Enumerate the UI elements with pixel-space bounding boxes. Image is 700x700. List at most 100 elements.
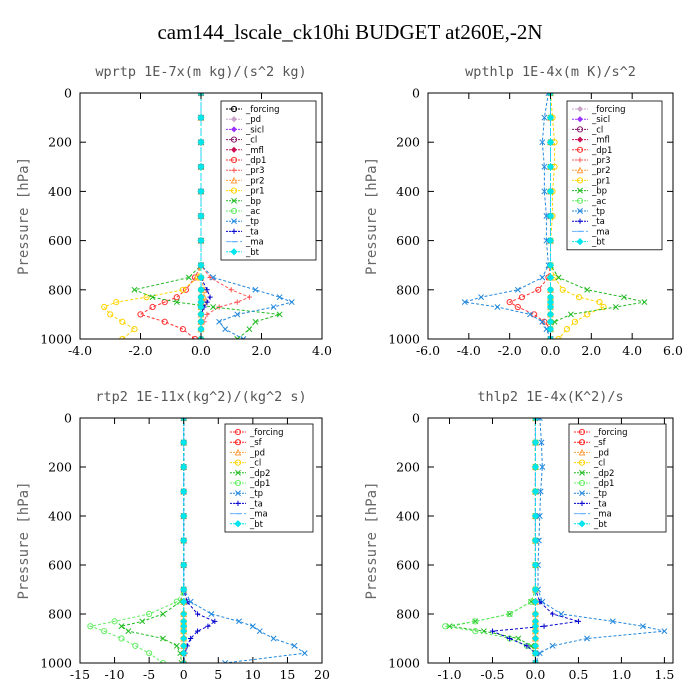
data-point [208, 611, 215, 617]
data-point [288, 299, 295, 306]
data-point [531, 634, 540, 643]
data-point [639, 623, 646, 630]
data-point [222, 326, 229, 333]
x-tick-label: 5 [214, 667, 222, 682]
data-point [188, 635, 194, 642]
data-point [641, 299, 648, 306]
legend-marker [230, 126, 238, 133]
data-point [197, 163, 205, 171]
data-point [146, 610, 153, 618]
legend-item: _sicl [226, 125, 264, 135]
legend-label: _forcing [245, 105, 280, 115]
data-point [546, 163, 555, 171]
legend-item: _tp [230, 489, 263, 499]
x-tick-label: -15 [70, 667, 90, 682]
legend-item: _pd [574, 448, 609, 458]
legend-marker [576, 237, 584, 246]
data-point [252, 286, 259, 293]
x-tick-label: 0.5 [568, 667, 588, 682]
data-point [559, 286, 566, 293]
data-point [524, 643, 530, 649]
legend-item: _forcing [226, 105, 280, 115]
data-point [113, 299, 120, 306]
chart-panel-4: thlp2 1E-4x(K^2)/s Pressure [hPa] 0 200 400 6… [364, 389, 674, 682]
y-tick-label: 800 [48, 607, 72, 622]
x-tick-label: 2.0 [581, 343, 601, 358]
data-point [539, 139, 546, 146]
x-tick-label: 4.0 [622, 343, 642, 358]
x-tick-label: 20 [314, 667, 330, 682]
x-tick-label: -4.0 [68, 343, 92, 358]
data-point [246, 294, 252, 300]
y-tick-label: 0 [64, 411, 72, 426]
data-point [118, 623, 125, 630]
data-point [179, 326, 186, 333]
data-point [472, 628, 479, 635]
data-point [180, 536, 188, 545]
data-point [546, 303, 555, 311]
data-point [197, 236, 205, 245]
data-point [197, 303, 205, 311]
data-point [301, 650, 308, 657]
data-point [207, 294, 213, 300]
series-line [449, 418, 536, 663]
legend-item: _dp2 [574, 469, 614, 479]
legend-marker [234, 459, 242, 466]
y-tick-label: 800 [48, 282, 72, 297]
data-point [194, 611, 201, 617]
data-point [180, 598, 188, 606]
legend-marker [230, 105, 238, 113]
legend-item: _ac [226, 207, 260, 217]
series-group [101, 93, 295, 339]
legend-label: _bp [591, 187, 607, 197]
legend-marker [234, 439, 242, 446]
y-tick-label: 200 [396, 460, 420, 475]
x-tick-label: -2.0 [498, 343, 522, 358]
legend-item: _ac [572, 197, 606, 207]
legend-label: _mfl [245, 146, 264, 156]
series-bt [197, 93, 205, 339]
legend-item: _cl [574, 459, 605, 469]
legend-item: _ta [226, 227, 259, 237]
data-point [180, 512, 188, 520]
legend-label: _dp1 [591, 146, 612, 156]
data-point [531, 585, 540, 594]
data-point [546, 138, 555, 146]
data-point [549, 642, 556, 649]
legend-item: _ta [572, 217, 605, 227]
data-point [515, 635, 522, 642]
legend-marker [576, 136, 584, 143]
legend-label: _dp2 [249, 469, 270, 479]
data-point [197, 286, 205, 294]
y-tick-label: 600 [396, 558, 420, 573]
series-line [464, 93, 551, 339]
legend-item: _dp1 [574, 479, 614, 489]
legend-marker [230, 187, 238, 194]
data-point [146, 650, 153, 657]
data-point [143, 294, 150, 301]
data-point [536, 418, 543, 421]
x-tick-label: 0.0 [191, 343, 211, 358]
data-point [101, 303, 108, 311]
data-point [506, 610, 513, 618]
series-dp1 [442, 418, 539, 663]
data-point [550, 611, 556, 617]
data-point [546, 236, 555, 245]
data-point [236, 618, 242, 625]
legend-label: _bt [245, 248, 260, 258]
x-tick-label: 0.0 [541, 343, 561, 358]
data-point [222, 660, 229, 663]
legend-item: _ta [230, 499, 263, 509]
y-axis-label: Pressure [hPa] [16, 481, 32, 599]
legend-marker [231, 167, 237, 173]
x-tick-label: -2.0 [128, 343, 152, 358]
series-line [550, 93, 605, 339]
data-point [546, 113, 555, 122]
data-point [256, 628, 263, 635]
data-point [539, 318, 546, 325]
data-point [546, 261, 555, 269]
legend-label: _ta [249, 499, 263, 509]
legend-label: _bt [593, 520, 608, 530]
data-point [546, 273, 555, 282]
legend: _forcing_sf_pd_cl_dp2_dp1_tp_ta_ma_bt [224, 423, 314, 533]
